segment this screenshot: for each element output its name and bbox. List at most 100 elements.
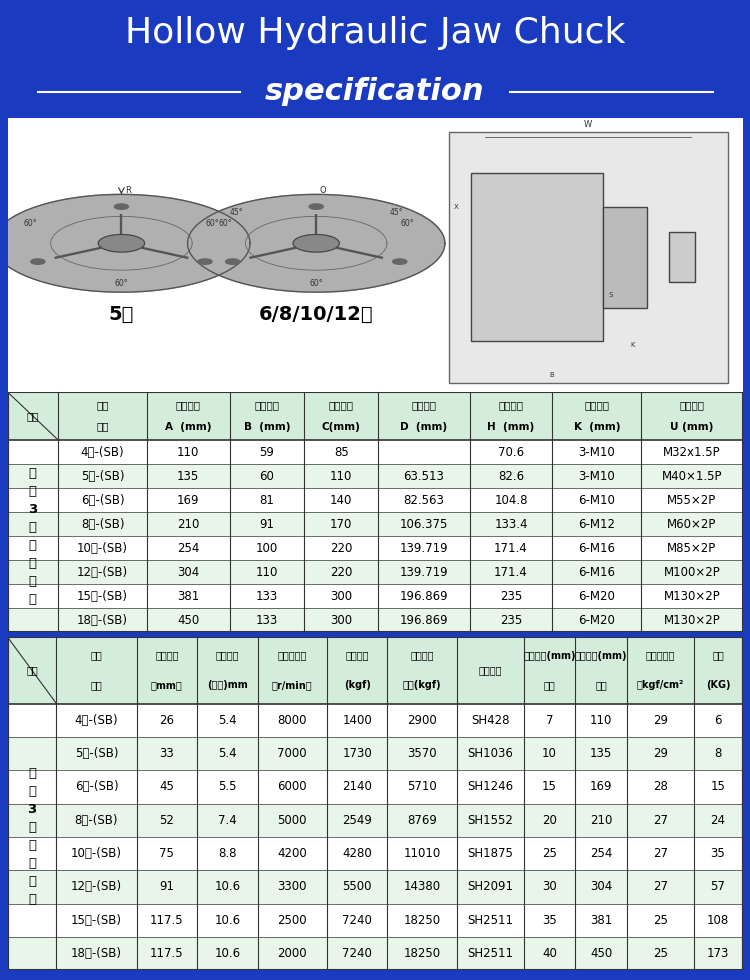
Text: 5.5: 5.5 — [218, 780, 236, 794]
Bar — [8, 440, 742, 465]
Text: 5000: 5000 — [278, 813, 307, 827]
Bar — [8, 608, 742, 632]
Text: 133: 133 — [256, 613, 278, 626]
Polygon shape — [188, 194, 445, 292]
Text: 133: 133 — [256, 590, 278, 603]
Text: U (mm): U (mm) — [670, 421, 713, 431]
Text: 140: 140 — [330, 494, 352, 507]
Text: M130×2P: M130×2P — [664, 590, 720, 603]
Bar — [8, 870, 742, 904]
Text: 1400: 1400 — [342, 713, 372, 727]
Text: 主轴锥度: 主轴锥度 — [412, 401, 436, 411]
Text: 3-M10: 3-M10 — [578, 469, 615, 482]
Text: 210: 210 — [177, 517, 200, 530]
Text: 82.6: 82.6 — [498, 469, 524, 482]
Text: 10: 10 — [542, 747, 556, 760]
Text: 25: 25 — [652, 947, 668, 960]
Text: 63.513: 63.513 — [404, 469, 445, 482]
Text: 6-M20: 6-M20 — [578, 590, 615, 603]
Text: 254: 254 — [590, 847, 612, 860]
Bar — [669, 232, 694, 282]
Bar — [8, 561, 742, 584]
Text: 4寸-(SB): 4寸-(SB) — [75, 713, 118, 727]
Text: 82.563: 82.563 — [404, 494, 445, 507]
Text: K: K — [630, 342, 634, 348]
Text: 中
空
3
爪
液
压
卡
盘: 中 空 3 爪 液 压 卡 盘 — [28, 466, 38, 606]
Text: 210: 210 — [590, 813, 612, 827]
Text: 381: 381 — [590, 913, 612, 927]
Text: 7.4: 7.4 — [218, 813, 237, 827]
Text: 60°: 60° — [206, 219, 220, 227]
Text: 6-M16: 6-M16 — [578, 542, 615, 555]
Text: SH2091: SH2091 — [467, 880, 513, 894]
Text: 108: 108 — [707, 913, 729, 927]
Text: 381: 381 — [177, 590, 200, 603]
Text: 29: 29 — [652, 747, 668, 760]
Text: 14380: 14380 — [404, 880, 441, 894]
Text: 59: 59 — [260, 446, 274, 459]
Text: SH1552: SH1552 — [467, 813, 513, 827]
Text: 30: 30 — [542, 880, 556, 894]
Text: 最高回转速: 最高回转速 — [278, 651, 307, 661]
Bar — [8, 937, 742, 970]
Bar — [8, 488, 742, 512]
Text: 10.6: 10.6 — [214, 947, 240, 960]
Text: 名称: 名称 — [26, 665, 38, 675]
Bar — [8, 637, 742, 704]
Text: 45°: 45° — [230, 209, 243, 218]
Text: 6寸-(SB): 6寸-(SB) — [81, 494, 124, 507]
Text: 卡盘外径: 卡盘外径 — [176, 401, 201, 411]
Text: 35: 35 — [542, 913, 556, 927]
Text: 170: 170 — [330, 517, 352, 530]
Text: 15: 15 — [542, 780, 556, 794]
Text: 173: 173 — [706, 947, 729, 960]
Text: W: W — [584, 120, 592, 128]
Text: SH2511: SH2511 — [467, 947, 513, 960]
Bar — [8, 584, 742, 608]
Text: 7240: 7240 — [342, 913, 372, 927]
Text: 15: 15 — [710, 780, 725, 794]
Circle shape — [393, 259, 406, 265]
Text: M55×2P: M55×2P — [668, 494, 716, 507]
Text: M60×2P: M60×2P — [667, 517, 716, 530]
Text: 220: 220 — [330, 542, 352, 555]
Text: 110: 110 — [177, 446, 200, 459]
Text: 3300: 3300 — [278, 880, 307, 894]
Text: 6寸-(SB): 6寸-(SB) — [75, 780, 118, 794]
Text: 300: 300 — [330, 613, 352, 626]
Text: 91: 91 — [159, 880, 174, 894]
Text: 2900: 2900 — [407, 713, 437, 727]
Text: 尺寸: 尺寸 — [91, 651, 102, 661]
Bar — [8, 704, 742, 737]
Text: 235: 235 — [500, 590, 522, 603]
Text: K  (mm): K (mm) — [574, 421, 620, 431]
Text: 5500: 5500 — [343, 880, 372, 894]
Text: 235: 235 — [500, 613, 522, 626]
Text: 8寸-(SB): 8寸-(SB) — [75, 813, 118, 827]
Text: 最大: 最大 — [596, 680, 607, 690]
Text: 尺寸: 尺寸 — [96, 401, 109, 411]
Text: 135: 135 — [177, 469, 200, 482]
Text: 力kgf/cm²: 力kgf/cm² — [637, 680, 684, 690]
Text: 117.5: 117.5 — [150, 913, 184, 927]
Bar — [8, 465, 742, 488]
Text: 盘体高度: 盘体高度 — [254, 401, 279, 411]
Text: 60: 60 — [260, 469, 274, 482]
Text: 5寸-(SB): 5寸-(SB) — [75, 747, 118, 760]
Bar — [8, 837, 742, 870]
Text: C(mm): C(mm) — [322, 421, 361, 431]
Text: B  (mm): B (mm) — [244, 421, 290, 431]
Text: 27: 27 — [652, 813, 668, 827]
Text: 100: 100 — [256, 542, 278, 555]
Text: 75: 75 — [159, 847, 174, 860]
Text: 1730: 1730 — [342, 747, 372, 760]
Text: 91: 91 — [260, 517, 274, 530]
Text: 6/8/10/12寸: 6/8/10/12寸 — [259, 305, 374, 324]
Text: 2000: 2000 — [278, 947, 307, 960]
Text: 300: 300 — [330, 590, 352, 603]
Text: 110: 110 — [330, 469, 352, 482]
Text: 15寸-(SB): 15寸-(SB) — [71, 913, 122, 927]
Text: 最小: 最小 — [544, 680, 555, 690]
Text: （mm）: （mm） — [151, 680, 183, 690]
Text: 名称: 名称 — [26, 411, 39, 421]
